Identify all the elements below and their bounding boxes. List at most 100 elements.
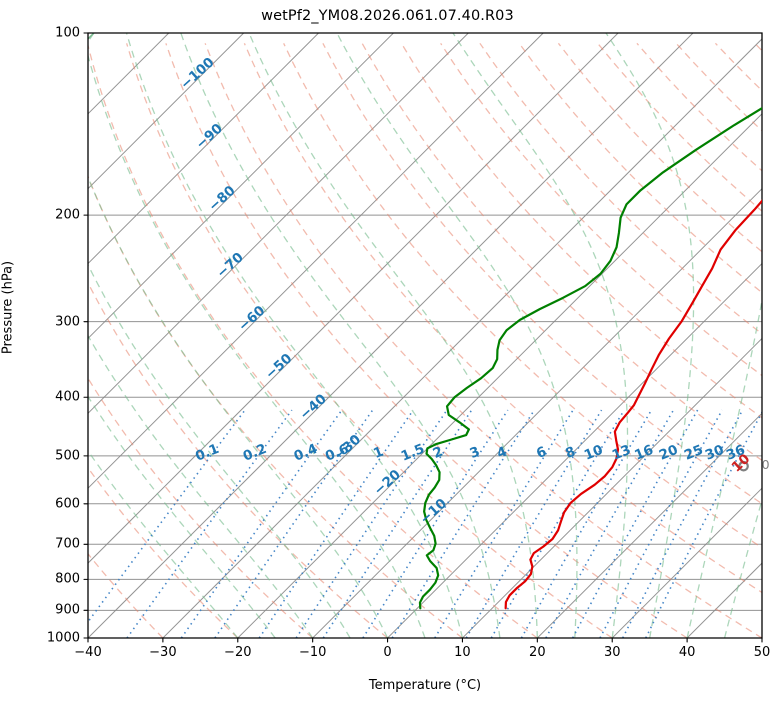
moist-adiabat-line [88, 33, 351, 638]
mixing-ratio-line [88, 409, 246, 624]
moist-adiabat-line [88, 33, 389, 638]
mixing-ratio-label: 16 [632, 442, 655, 464]
dry-adiabat-line [400, 42, 762, 419]
x-tick-label: 10 [454, 645, 471, 660]
isotherm-label: −50 [262, 351, 295, 383]
dry-adiabat-line [88, 281, 388, 638]
mixing-ratio-label: 1.5 [399, 441, 427, 465]
dry-adiabat-line [243, 43, 762, 594]
isotherm-line [88, 33, 245, 190]
moist-adiabat-line [605, 33, 695, 638]
sounding-profile-temperature [504, 199, 762, 610]
isotherm-label: −20 [371, 467, 404, 499]
isotherm-label: −100 [177, 54, 217, 92]
moist-adiabat-line [723, 497, 762, 638]
dry-adiabat-line [322, 43, 762, 505]
y-tick-label: 400 [55, 389, 80, 405]
y-tick-label: 700 [55, 536, 80, 552]
mixing-ratio-line [545, 409, 675, 638]
y-tick-label: 800 [55, 571, 80, 587]
x-tick-label: 20 [529, 645, 546, 660]
mixing-ratio-line [391, 409, 536, 638]
isotherm-line [88, 33, 619, 564]
moist-adiabat-line [88, 33, 276, 638]
isotherm-line [88, 33, 319, 265]
moist-adiabat-line [686, 296, 762, 638]
x-tick-label: 40 [678, 645, 696, 660]
gridlines-group [0, 33, 762, 638]
isotherm-label: −10 [417, 496, 450, 528]
page-title: wetPf2_YM08.2026.061.07.40.R03 [261, 8, 514, 24]
isotherm-line [462, 337, 762, 638]
moist-adiabat-line [125, 33, 464, 638]
dry-adiabat-line [88, 174, 463, 638]
mixing-ratio-line [434, 409, 574, 638]
mixing-ratio-label: 30 [703, 442, 726, 464]
isotherm-label: −90 [193, 121, 226, 153]
mixing-ratio-label: 0.4 [292, 441, 320, 465]
mixing-ratio-label: 6 [534, 444, 549, 462]
x-tick-label: −40 [74, 645, 102, 660]
y-tick-label: 100 [55, 25, 80, 41]
axes-frame [87, 32, 763, 639]
moist-adiabat-line [88, 33, 314, 638]
mixing-ratio-line [645, 410, 762, 638]
x-tick-label: 30 [603, 645, 621, 660]
x-axis-label: Temperature (°C) [368, 678, 482, 693]
isotherm-line [0, 33, 19, 638]
isotherm-line [387, 262, 762, 638]
isotherm-line [162, 38, 762, 638]
dry-adiabat-line [88, 377, 314, 638]
moist-adiabat-line [248, 33, 538, 638]
moist-adiabat-line [761, 635, 762, 638]
dry-adiabat-line [361, 42, 762, 462]
moist-adiabat-line [88, 33, 426, 638]
data-series-group [418, 106, 762, 610]
mixing-ratio-line [622, 409, 744, 638]
mixing-ratio-label: 20 [657, 442, 680, 464]
isotherm-label: −40 [297, 391, 330, 423]
isotherm-line [88, 33, 469, 415]
y-tick-label: 600 [55, 496, 80, 512]
y-tick-label: 300 [55, 314, 80, 330]
moist-adiabat-line [452, 33, 629, 638]
sounding-profile-dewpoint [418, 106, 762, 610]
mixing-ratio-label: 25 [682, 442, 705, 464]
mixing-ratio-label: 10 [582, 442, 605, 464]
mixing-ratio-line [258, 409, 414, 638]
y-tick-label: 200 [55, 207, 80, 223]
dry-adiabat-line [440, 42, 762, 377]
dry-adiabat-line [518, 42, 762, 294]
lcl-marker [738, 460, 749, 472]
isotherm-line [761, 637, 762, 638]
mixing-ratio-label: 36 [724, 442, 747, 464]
dry-adiabat-line [88, 466, 239, 638]
x-tick-label: −20 [224, 645, 252, 660]
dry-adiabat-line [479, 42, 762, 335]
x-tick-label: 0 [383, 645, 392, 660]
dry-adiabat-line [88, 43, 538, 638]
dry-adiabat-line [754, 42, 762, 52]
isotherm-line [88, 33, 394, 340]
isotherm-line [312, 187, 762, 638]
isotherm-line [237, 113, 762, 638]
isotherm-label: −80 [206, 183, 239, 215]
dry-adiabat-line [597, 42, 762, 212]
y-tick-label: 1000 [46, 630, 80, 646]
dry-adiabat-label-zero: 0 [762, 457, 770, 472]
dry-adiabat-line [126, 43, 613, 638]
mixing-ratio-label: 13 [610, 442, 633, 464]
x-tick-label: 50 [753, 645, 771, 660]
x-tick-label: −10 [298, 645, 327, 660]
isotherm-line [88, 33, 544, 489]
dry-adiabat-line [165, 43, 688, 638]
mixing-ratio-label: 3 [468, 444, 483, 462]
y-tick-label: 500 [55, 448, 80, 464]
moist-adiabat-line [336, 33, 578, 638]
isotherm-line [611, 487, 762, 638]
y-tick-label: 900 [55, 602, 80, 618]
mixing-ratio-line [520, 409, 653, 638]
dry-adiabat-line [283, 43, 762, 549]
